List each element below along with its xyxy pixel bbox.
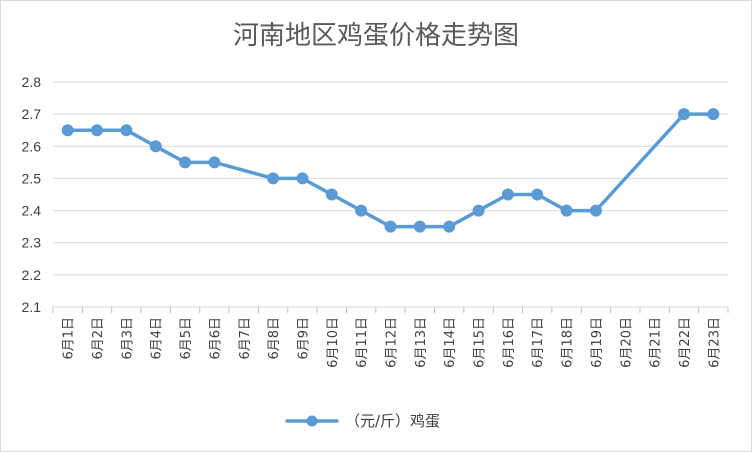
series-line — [65, 112, 716, 229]
x-tick-label: 6月20日 — [619, 317, 634, 368]
data-point — [384, 220, 397, 233]
x-tick-label: 6月22日 — [678, 317, 693, 368]
x-tick-label: 6月9日 — [296, 317, 311, 360]
data-point — [179, 156, 192, 169]
data-point — [677, 108, 690, 121]
chart-title: 河南地区鸡蛋价格走势图 — [232, 21, 519, 51]
x-tick-label: 6月15日 — [473, 317, 488, 368]
x-tick-label: 6月12日 — [385, 317, 400, 368]
data-point — [355, 204, 368, 217]
x-tick-label: 6月11日 — [355, 317, 370, 368]
data-point — [589, 204, 602, 217]
x-tick-label: 6月3日 — [120, 317, 135, 360]
x-tick-label: 6月18日 — [561, 317, 576, 368]
x-tick-label: 6月4日 — [150, 317, 165, 360]
legend-label: （元/斤）鸡蛋 — [345, 412, 440, 430]
x-tick-label: 6月19日 — [590, 317, 605, 368]
y-tick-label: 2.6 — [22, 138, 42, 154]
data-point — [325, 188, 338, 201]
data-point — [501, 188, 514, 201]
x-tick-label: 6月13日 — [414, 317, 429, 368]
legend-marker — [306, 415, 318, 427]
y-tick-label: 2.8 — [22, 74, 42, 90]
y-tick-label: 2.2 — [22, 267, 42, 283]
x-tick-label: 6月16日 — [502, 317, 517, 368]
data-point — [91, 124, 104, 137]
x-tick-label: 6月10日 — [326, 317, 341, 368]
data-point — [531, 188, 544, 201]
y-tick-label: 2.4 — [22, 203, 42, 219]
data-point — [120, 124, 133, 137]
x-tick-label: 6月23日 — [707, 317, 722, 368]
data-point — [707, 108, 720, 121]
x-tick-label: 6月5日 — [179, 317, 194, 360]
data-point — [149, 140, 162, 153]
x-tick-label: 6月14日 — [443, 317, 458, 368]
x-tick-label: 6月7日 — [238, 317, 253, 360]
x-tick-label: 6月1日 — [62, 317, 77, 360]
x-tick-label: 6月8日 — [267, 317, 282, 360]
x-tick-label: 6月6日 — [208, 317, 223, 360]
x-tick-label: 6月2日 — [91, 317, 106, 360]
y-tick-label: 2.5 — [22, 170, 42, 186]
data-point — [560, 204, 573, 217]
y-tick-label: 2.1 — [22, 299, 42, 315]
data-point — [413, 220, 426, 233]
x-tick-label: 6月21日 — [649, 317, 664, 368]
data-point — [443, 220, 456, 233]
data-point — [296, 172, 309, 185]
data-point — [267, 172, 280, 185]
y-tick-label: 2.7 — [22, 106, 42, 122]
x-tick-label: 6月17日 — [531, 317, 546, 368]
data-point — [61, 124, 74, 137]
y-tick-label: 2.3 — [22, 235, 42, 251]
data-point — [208, 156, 221, 169]
data-point — [472, 204, 485, 217]
